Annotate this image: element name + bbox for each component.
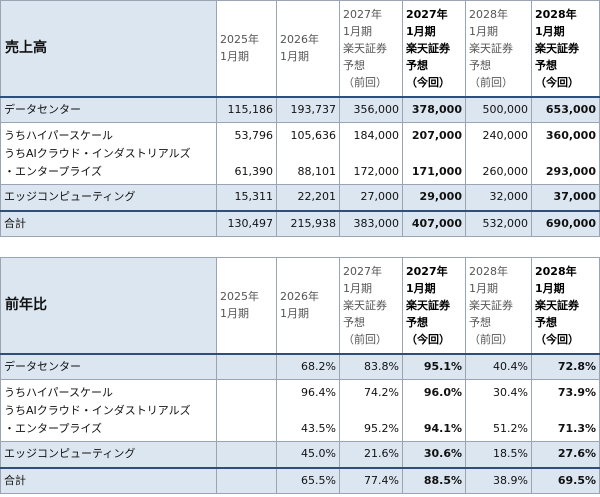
table-title: 売上高 — [0, 0, 217, 98]
cell: 356,000 — [339, 96, 403, 123]
row-label: 合計 — [0, 210, 217, 237]
cell: 96.4% 43.5% — [276, 379, 340, 442]
cell: 21.6% — [339, 441, 403, 469]
cell: 360,000 293,000 — [531, 122, 600, 185]
cell: 27,000 — [339, 184, 403, 212]
header-2028-now: 2028年 1月期 楽天証券 予想 （今回） — [531, 257, 600, 355]
table-row: 合計 130,497 215,938 383,000 407,000 532,0… — [0, 210, 600, 237]
row-label: データセンター — [0, 353, 217, 380]
cell: 30.6% — [402, 441, 466, 469]
cell: 68.2% — [276, 353, 340, 380]
cell: 96.0% 94.1% — [402, 379, 466, 442]
cell: 77.4% — [339, 467, 403, 494]
cell: 40.4% — [465, 353, 532, 380]
row-label: うちハイパースケール うちAIクラウド・インダストリアルズ ・エンタープライズ — [0, 122, 217, 185]
table-row: データセンター 68.2% 83.8% 95.1% 40.4% 72.8% — [0, 353, 600, 380]
cell: 193,737 — [276, 96, 340, 123]
cell: 653,000 — [531, 96, 600, 123]
cell: 15,311 — [216, 184, 277, 212]
cell: 37,000 — [531, 184, 600, 212]
cell: 378,000 — [402, 96, 466, 123]
yoy-table: 前年比 2025年 1月期 2026年 1月期 2027年 1月期 楽天証券 予想 （前回）… — [0, 257, 600, 494]
row-label: うちハイパースケール うちAIクラウド・インダストリアルズ ・エンタープライズ — [0, 379, 217, 442]
row-label: エッジコンピューティング — [0, 184, 217, 212]
row-label: 合計 — [0, 467, 217, 494]
cell — [216, 353, 277, 380]
table-row: 合計 65.5% 77.4% 88.5% 38.9% 69.5% — [0, 467, 600, 494]
cell: 88.5% — [402, 467, 466, 494]
cell: 27.6% — [531, 441, 600, 469]
cell: 72.8% — [531, 353, 600, 380]
cell: 115,186 — [216, 96, 277, 123]
table-title: 前年比 — [0, 257, 217, 355]
cell — [216, 467, 277, 494]
cell: 240,000 260,000 — [465, 122, 532, 185]
table-row: エッジコンピューティング 45.0% 21.6% 30.6% 18.5% 27.… — [0, 441, 600, 469]
cell: 29,000 — [402, 184, 466, 212]
table-row: うちハイパースケール うちAIクラウド・インダストリアルズ ・エンタープライズ 96… — [0, 379, 600, 442]
row-label: エッジコンピューティング — [0, 441, 217, 469]
cell: 22,201 — [276, 184, 340, 212]
cell: 207,000 171,000 — [402, 122, 466, 185]
cell: 32,000 — [465, 184, 532, 212]
cell: 532,000 — [465, 210, 532, 237]
cell: 69.5% — [531, 467, 600, 494]
header-2028-now: 2028年 1月期 楽天証券 予想 （今回） — [531, 0, 600, 98]
header-2027-prev: 2027年 1月期 楽天証券 予想 （前回） — [339, 257, 403, 355]
header-2027-prev: 2027年 1月期 楽天証券 予想 （前回） — [339, 0, 403, 98]
cell: 65.5% — [276, 467, 340, 494]
cell: 690,000 — [531, 210, 600, 237]
header-2028-prev: 2028年 1月期 楽天証券 予想 （前回） — [465, 0, 532, 98]
cell: 73.9% 71.3% — [531, 379, 600, 442]
cell: 215,938 — [276, 210, 340, 237]
header-2026: 2026年 1月期 — [276, 0, 340, 98]
cell: 74.2% 95.2% — [339, 379, 403, 442]
cell: 45.0% — [276, 441, 340, 469]
cell: 184,000 172,000 — [339, 122, 403, 185]
header-2027-now: 2027年 1月期 楽天証券 予想 （今回） — [402, 257, 466, 355]
cell: 383,000 — [339, 210, 403, 237]
cell: 407,000 — [402, 210, 466, 237]
table-row: うちハイパースケール うちAIクラウド・インダストリアルズ ・エンタープライズ 53… — [0, 122, 600, 185]
header-2027-now: 2027年 1月期 楽天証券 予想 （今回） — [402, 0, 466, 98]
cell: 53,796 61,390 — [216, 122, 277, 185]
header-2028-prev: 2028年 1月期 楽天証券 予想 （前回） — [465, 257, 532, 355]
cell: 30.4% 51.2% — [465, 379, 532, 442]
cell: 105,636 88,101 — [276, 122, 340, 185]
cell: 83.8% — [339, 353, 403, 380]
cell: 38.9% — [465, 467, 532, 494]
header-2025: 2025年 1月期 — [216, 257, 277, 355]
cell: 95.1% — [402, 353, 466, 380]
cell: 130,497 — [216, 210, 277, 237]
table-row: データセンター 115,186 193,737 356,000 378,000 … — [0, 96, 600, 123]
header-2026: 2026年 1月期 — [276, 257, 340, 355]
cell: 500,000 — [465, 96, 532, 123]
sales-table: 売上高 2025年 1月期 2026年 1月期 2027年 1月期 楽天証券 予想 （前回）… — [0, 0, 600, 237]
row-label: データセンター — [0, 96, 217, 123]
cell — [216, 379, 277, 442]
cell: 18.5% — [465, 441, 532, 469]
cell — [216, 441, 277, 469]
table-row: エッジコンピューティング 15,311 22,201 27,000 29,000… — [0, 184, 600, 212]
header-2025: 2025年 1月期 — [216, 0, 277, 98]
